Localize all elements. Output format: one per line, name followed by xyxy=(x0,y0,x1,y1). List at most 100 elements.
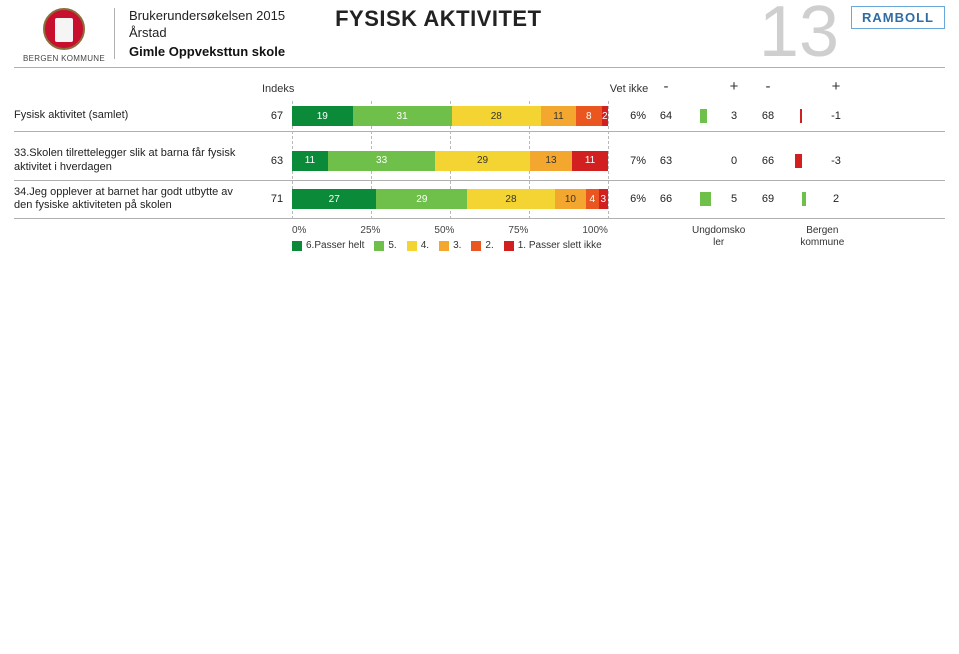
comp-base: 69 xyxy=(756,193,780,205)
row-label: Fysisk aktivitet (samlet) xyxy=(14,109,262,123)
comp-base: 68 xyxy=(756,110,780,122)
comp-minibar xyxy=(780,151,824,171)
column-headers: Indeks Vet ikke - + - + xyxy=(14,78,945,95)
comp-base: 63 xyxy=(654,155,678,167)
page-title: FYSISK AKTIVITET xyxy=(335,6,541,32)
legend-swatch xyxy=(471,241,481,251)
school-name: Gimle Oppveksttun skole xyxy=(129,44,285,59)
row-indeks: 71 xyxy=(262,193,292,205)
bar-segment: 11 xyxy=(572,151,608,171)
legend-swatch xyxy=(439,241,449,251)
col-minus-1: - xyxy=(654,78,678,95)
table-row: 34.Jeg opplever at barnet har godt utbyt… xyxy=(14,181,945,220)
kommune-label: BERGEN KOMMUNE xyxy=(23,54,105,63)
comp-diff: -3 xyxy=(824,155,848,167)
table-row: Fysisk aktivitet (samlet)6719312811826%6… xyxy=(14,101,945,132)
row-stacked-bar: 1931281182 xyxy=(292,106,608,126)
comp-base: 66 xyxy=(756,155,780,167)
legend-swatch xyxy=(407,241,417,251)
legend-item: 2. xyxy=(471,240,493,251)
bar-segment: 3 xyxy=(599,189,608,209)
comp-minibar xyxy=(678,151,722,171)
x-tick: 100% xyxy=(582,225,608,236)
bar-segment: 19 xyxy=(292,106,353,126)
page-header: BERGEN KOMMUNE Brukerundersøkelsen 2015 … xyxy=(0,0,959,67)
legend-item: 1. Passer slett ikke xyxy=(504,240,602,251)
bar-segment: 8 xyxy=(576,106,602,126)
legend-label: 3. xyxy=(453,240,461,251)
comp-minibar xyxy=(678,106,722,126)
x-tick: 25% xyxy=(360,225,380,236)
row-label: 33.Skolen tilrettelegger slik at barna f… xyxy=(14,147,262,175)
comp-minibar xyxy=(678,189,722,209)
comp-minibar xyxy=(780,189,824,209)
comp-base: 66 xyxy=(654,193,678,205)
bar-segment: 11 xyxy=(541,106,576,126)
content-area: Indeks Vet ikke - + - + Fysisk aktivitet… xyxy=(0,68,959,261)
legend-label: 2. xyxy=(485,240,493,251)
table-row: 33.Skolen tilrettelegger slik at barna f… xyxy=(14,142,945,181)
survey-name: Brukerundersøkelsen 2015 xyxy=(129,8,285,23)
bar-segment: 2 xyxy=(602,106,608,126)
comp-base: 64 xyxy=(654,110,678,122)
rows-container: Fysisk aktivitet (samlet)6719312811826%6… xyxy=(14,101,945,219)
bar-segment: 13 xyxy=(530,151,572,171)
logo-column: BERGEN KOMMUNE xyxy=(14,8,114,63)
row-label: 34.Jeg opplever at barnet har godt utbyt… xyxy=(14,186,262,214)
legend-item: 6.Passer helt xyxy=(292,240,364,251)
legend-label: 1. Passer slett ikke xyxy=(518,240,602,251)
bar-segment: 33 xyxy=(328,151,436,171)
bar-segment: 27 xyxy=(292,189,376,209)
legend-row: 0% 25% 50% 75% 100% 6.Passer helt 5. 4. 3. 2. 1. … xyxy=(14,225,945,251)
col-vetikke: Vet ikke xyxy=(608,83,654,95)
comp-minibar xyxy=(780,106,824,126)
comparison-footer-labels: Ungdomskoler Bergenkommune xyxy=(692,225,844,249)
legend-item: 4. xyxy=(407,240,429,251)
comp-diff: 2 xyxy=(824,193,848,205)
bar-segment: 31 xyxy=(353,106,452,126)
legend-item: 3. xyxy=(439,240,461,251)
legend-label: 6.Passer helt xyxy=(306,240,364,251)
comp-diff: 5 xyxy=(722,193,746,205)
comp-diff: 0 xyxy=(722,155,746,167)
bar-segment: 4 xyxy=(586,189,599,209)
comp-diff: 3 xyxy=(722,110,746,122)
row-vetikke: 6% xyxy=(608,193,654,205)
row-vetikke: 6% xyxy=(608,110,654,122)
x-tick: 50% xyxy=(434,225,454,236)
footer-col1: Ungdomskoler xyxy=(692,225,745,249)
district-name: Årstad xyxy=(129,25,285,40)
legend-swatch xyxy=(504,241,514,251)
bar-segment: 29 xyxy=(435,151,529,171)
row-vetikke: 7% xyxy=(608,155,654,167)
col-minus-2: - xyxy=(756,78,780,95)
legend-swatch xyxy=(374,241,384,251)
bar-segment: 28 xyxy=(452,106,541,126)
bar-segment: 29 xyxy=(376,189,467,209)
brand-logo: RAMBOLL xyxy=(851,6,945,29)
footer-col2: Bergenkommune xyxy=(800,225,844,249)
bar-segment: 10 xyxy=(555,189,586,209)
x-axis: 0% 25% 50% 75% 100% xyxy=(292,225,608,236)
x-tick: 0% xyxy=(292,225,306,236)
comp-diff: -1 xyxy=(824,110,848,122)
legend-item: 5. xyxy=(374,240,396,251)
row-indeks: 67 xyxy=(262,110,292,122)
col-plus-1: + xyxy=(722,78,746,95)
row-stacked-bar: 1133291311 xyxy=(292,151,608,171)
title-block: Brukerundersøkelsen 2015 Årstad Gimle Op… xyxy=(114,8,325,59)
col-plus-2: + xyxy=(824,78,848,95)
col-indeks: Indeks xyxy=(262,83,292,95)
legend-chart: 0% 25% 50% 75% 100% 6.Passer helt 5. 4. 3. 2. 1. … xyxy=(292,225,608,251)
row-stacked-bar: 2729281043 xyxy=(292,189,608,209)
x-tick: 75% xyxy=(508,225,528,236)
legend-label: 5. xyxy=(388,240,396,251)
bergen-crest-icon xyxy=(43,8,85,50)
page-number: 13 xyxy=(759,0,839,68)
bar-segment: 11 xyxy=(292,151,328,171)
chart-region: Fysisk aktivitet (samlet)6719312811826%6… xyxy=(14,101,945,219)
legend-swatch xyxy=(292,241,302,251)
legend-swatches: 6.Passer helt 5. 4. 3. 2. 1. Passer slett ikk… xyxy=(292,240,608,251)
row-indeks: 63 xyxy=(262,155,292,167)
legend-label: 4. xyxy=(421,240,429,251)
